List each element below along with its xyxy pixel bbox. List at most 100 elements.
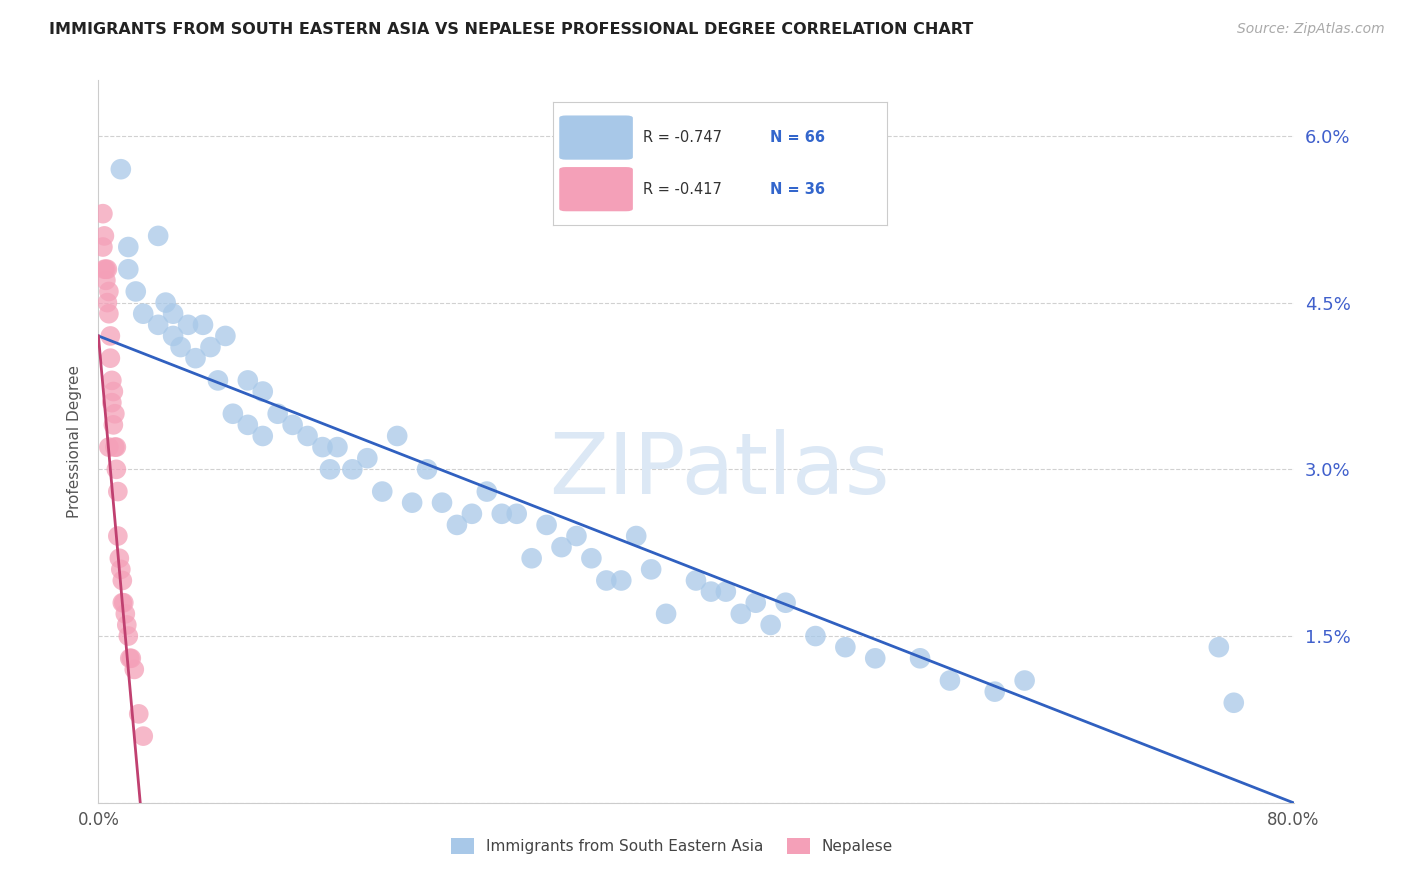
Point <box>111 596 134 610</box>
Point <box>114 607 136 621</box>
Legend: Immigrants from South Eastern Asia, Nepalese: Immigrants from South Eastern Asia, Nepa… <box>446 832 898 860</box>
Point <box>128 706 150 721</box>
Point <box>177 318 200 332</box>
Point <box>342 462 364 476</box>
Text: ZIPatlas: ZIPatlas <box>550 429 890 512</box>
Point <box>148 228 170 243</box>
Point <box>775 596 797 610</box>
Point <box>319 462 342 476</box>
Point <box>550 540 572 554</box>
Point <box>804 629 827 643</box>
Point <box>446 517 468 532</box>
Y-axis label: Professional Degree: Professional Degree <box>67 365 83 518</box>
Point <box>416 462 439 476</box>
Point <box>110 562 132 576</box>
Point <box>700 584 723 599</box>
Point <box>112 596 135 610</box>
Point <box>626 529 648 543</box>
Point <box>200 340 222 354</box>
Point <box>311 440 333 454</box>
Text: IMMIGRANTS FROM SOUTH EASTERN ASIA VS NEPALESE PROFESSIONAL DEGREE CORRELATION C: IMMIGRANTS FROM SOUTH EASTERN ASIA VS NE… <box>49 22 973 37</box>
Point <box>155 295 177 310</box>
Point <box>107 529 129 543</box>
Point <box>98 329 122 343</box>
Point <box>834 640 856 655</box>
Point <box>117 629 139 643</box>
Point <box>105 440 128 454</box>
Point <box>162 307 184 321</box>
Point <box>939 673 962 688</box>
Point <box>110 162 132 177</box>
Point <box>132 307 155 321</box>
Point <box>207 373 229 387</box>
Point <box>97 440 120 454</box>
Point <box>132 729 155 743</box>
Point <box>103 384 125 399</box>
Point <box>236 417 259 432</box>
Point <box>252 429 274 443</box>
Point <box>714 584 737 599</box>
Point <box>214 329 236 343</box>
Point <box>94 262 117 277</box>
Point <box>236 373 259 387</box>
Point <box>91 207 114 221</box>
Point <box>385 429 409 443</box>
Point <box>117 262 139 277</box>
Point <box>104 440 127 454</box>
Point <box>491 507 513 521</box>
Point <box>191 318 214 332</box>
Point <box>96 295 118 310</box>
Point <box>655 607 678 621</box>
Point <box>105 462 128 476</box>
Point <box>297 429 319 443</box>
Point <box>118 651 141 665</box>
Point <box>103 417 125 432</box>
Point <box>96 262 118 277</box>
Point <box>908 651 931 665</box>
Point <box>120 651 142 665</box>
Point <box>326 440 349 454</box>
Point <box>430 496 453 510</box>
Point <box>356 451 378 466</box>
Point <box>91 240 114 254</box>
Point <box>148 318 170 332</box>
Point <box>536 517 558 532</box>
Point <box>124 662 146 676</box>
Point <box>281 417 304 432</box>
Point <box>401 496 423 510</box>
Point <box>640 562 662 576</box>
Point <box>222 407 245 421</box>
Point <box>461 507 484 521</box>
Point <box>1208 640 1230 655</box>
Point <box>115 618 138 632</box>
Point <box>93 228 115 243</box>
Point <box>565 529 588 543</box>
Point <box>98 351 122 366</box>
Point <box>759 618 782 632</box>
Point <box>520 551 543 566</box>
Point <box>267 407 290 421</box>
Point <box>595 574 617 588</box>
Point <box>1223 696 1246 710</box>
Point <box>184 351 207 366</box>
Point <box>506 507 529 521</box>
Point <box>169 340 191 354</box>
Point <box>107 484 129 499</box>
Point <box>162 329 184 343</box>
Point <box>984 684 1007 698</box>
Point <box>111 574 134 588</box>
Point <box>97 285 120 299</box>
Point <box>865 651 887 665</box>
Point <box>610 574 633 588</box>
Point <box>101 373 124 387</box>
Point <box>125 285 148 299</box>
Point <box>685 574 707 588</box>
Point <box>101 395 124 409</box>
Text: Source: ZipAtlas.com: Source: ZipAtlas.com <box>1237 22 1385 37</box>
Point <box>730 607 752 621</box>
Point <box>745 596 768 610</box>
Point <box>581 551 603 566</box>
Point <box>475 484 498 499</box>
Point <box>117 240 139 254</box>
Point <box>1014 673 1036 688</box>
